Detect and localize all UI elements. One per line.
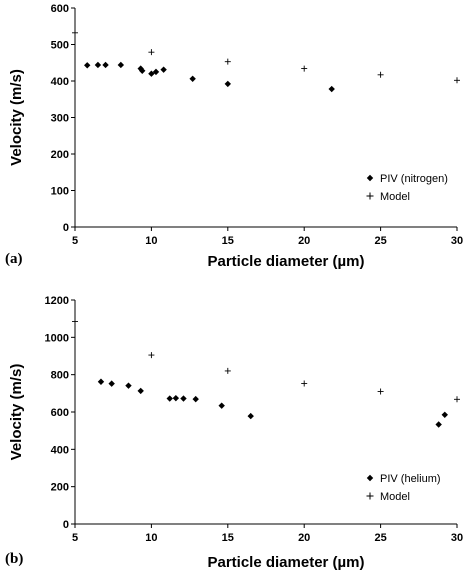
panel-a-legend-label: Model <box>380 191 410 203</box>
panel-b-legend: PIV (helium) Model <box>366 473 441 503</box>
panel-b-legend-label: Model <box>380 491 410 503</box>
panel-a-y-tick-label: 600 <box>51 3 69 15</box>
panel-a-piv-point <box>148 70 155 77</box>
panel-b-legend-label: PIV (helium) <box>380 473 441 485</box>
panel-b-y-axis-title: Velocity (m/s) <box>8 364 25 461</box>
panel-a-x-tick-label: 30 <box>451 235 463 247</box>
panel-a-series-piv <box>84 61 335 93</box>
panel-b-panel-label: (b) <box>5 551 23 567</box>
panel-b-piv-point <box>166 395 173 402</box>
panel-b-x-tick-label: 25 <box>374 532 386 544</box>
panel-b-series-model <box>72 318 460 403</box>
panel-a-model-point <box>301 65 308 72</box>
panel-a-legend: PIV (nitrogen) Model <box>366 173 448 203</box>
panel-b-x-tick-label: 30 <box>451 532 463 544</box>
panel-a-x-tick-label: 5 <box>72 235 78 247</box>
panel-b-y-tick-label: 0 <box>63 519 69 531</box>
panel-a-x-axis-title: Particle diameter (µm) <box>207 253 364 270</box>
panel-a-piv-point <box>152 68 160 76</box>
panel-a-model-point <box>148 49 155 56</box>
panel-b-piv-point <box>218 402 225 409</box>
panel-b-piv-point <box>172 394 180 402</box>
panel-a-piv-point <box>328 85 335 93</box>
panel-a-series-model <box>72 29 460 84</box>
panel-a-x-tick-label: 10 <box>145 235 157 247</box>
panel-b-model-point <box>377 388 384 395</box>
panel-a-piv-point <box>94 61 102 69</box>
panel-b-piv-point <box>108 380 115 387</box>
panel-b-model-point <box>224 367 231 374</box>
panel-b-piv-point <box>125 382 132 389</box>
panel-b-piv-point <box>97 378 105 385</box>
panel-a-piv-point <box>224 80 231 88</box>
panel-a-legend-plus-icon <box>366 192 374 200</box>
panel-b-y-tick-label: 1000 <box>45 332 69 344</box>
panel-a-x-tick-label: 20 <box>298 235 310 247</box>
panel-b-y-tick-label: 600 <box>51 407 69 419</box>
panel-a-y-tick-label: 100 <box>51 186 69 198</box>
panel-b-y-tick-label: 400 <box>51 444 69 456</box>
panel-a-model-point <box>377 71 384 78</box>
panel-a-panel-label: (a) <box>5 251 23 267</box>
panel-b-y-tick-label: 1200 <box>45 295 69 307</box>
panel-a-model-point <box>454 77 460 84</box>
panel-b-piv-point <box>192 395 199 403</box>
panel-b-x-tick-label: 20 <box>298 532 310 544</box>
panel-a-y-tick-label: 0 <box>63 222 69 234</box>
panel-a-piv-point <box>160 66 167 73</box>
panel-a-y-tick-label: 500 <box>51 40 69 52</box>
panel-a-y-tick-label: 400 <box>51 76 69 88</box>
panel-a-y-tick-label: 300 <box>51 113 69 125</box>
panel-a-chart: 0 100 200 300 400 500 600 5 10 15 20 25 30 Particle d… <box>5 3 463 270</box>
panel-b-piv-point <box>137 387 144 395</box>
panel-b-x-tick-label: 10 <box>145 532 157 544</box>
panel-b-piv-point <box>435 421 442 428</box>
panel-b-x-tick-label: 15 <box>222 532 234 544</box>
panel-b-legend-plus-icon <box>366 492 374 500</box>
panel-b-piv-point <box>441 411 448 418</box>
panel-b-y-tick-label: 800 <box>51 370 69 382</box>
panel-b-series-piv <box>97 378 448 428</box>
panel-a-piv-point <box>102 61 109 69</box>
panel-b-legend-diamond-icon <box>366 474 374 482</box>
panel-b-piv-point <box>247 412 254 420</box>
panel-a-legend-label: PIV (nitrogen) <box>380 173 448 185</box>
panel-b-chart: 0 200 400 600 800 1000 1200 5 10 15 20 25 30 Particle… <box>5 295 463 571</box>
panel-a-model-point <box>224 58 231 65</box>
panel-b-y-tick-label: 200 <box>51 482 69 494</box>
panel-a-piv-point <box>189 75 196 83</box>
panel-b-piv-point <box>180 395 187 402</box>
panel-a-piv-point <box>84 62 91 69</box>
panel-b-model-point <box>454 396 460 403</box>
panel-a-model-point <box>72 29 78 36</box>
panel-a-y-tick-label: 200 <box>51 149 69 161</box>
panel-b-model-point <box>72 318 78 325</box>
panel-a-y-axis-title: Velocity (m/s) <box>8 69 25 166</box>
panel-a-x-tick-label: 15 <box>222 235 234 247</box>
panel-b-x-axis-title: Particle diameter (µm) <box>207 554 364 571</box>
panel-a-piv-point <box>139 67 146 74</box>
panel-b-x-tick-label: 5 <box>72 532 78 544</box>
panel-a-piv-point <box>117 61 125 69</box>
panel-b-model-point <box>301 380 308 387</box>
panel-a-piv-point <box>137 65 144 72</box>
panel-a-x-tick-label: 25 <box>374 235 386 247</box>
panel-a-legend-diamond-icon <box>366 174 374 182</box>
panel-b-model-point <box>148 352 155 359</box>
